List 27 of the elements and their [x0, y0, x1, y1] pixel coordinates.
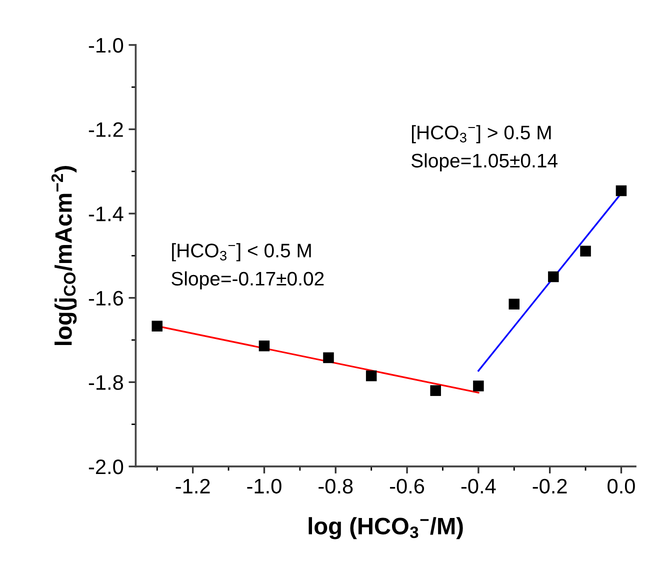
y-tick-label: -1.6	[88, 290, 123, 306]
annotation: [HCO$_{3}$$^{−}$] < 0.5 M Slope=-0.17±0.02	[172, 243, 324, 290]
y-axis-title: log(j$_{CO}$/mAcm$^{−2}$)	[51, 166, 77, 345]
x-tick-label: -0.6	[390, 478, 424, 494]
x-tick-label: 0.0	[608, 478, 635, 494]
y-tick-label: -1.4	[88, 206, 124, 222]
annotation: [HCO$_{3}$$^{−}$] > 0.5 M Slope=1.05±0.14	[411, 125, 558, 172]
x-tick-label: -1.2	[176, 478, 210, 494]
point	[430, 385, 441, 396]
y-tick-label: -1.8	[88, 375, 123, 390]
point	[152, 320, 163, 332]
point	[580, 246, 591, 256]
y-tick-label: -2.0	[88, 459, 124, 474]
point	[473, 380, 484, 392]
point	[366, 370, 377, 382]
point	[616, 185, 627, 196]
y-tick-label: -1.0	[88, 38, 124, 53]
x-tick-label: -0.8	[318, 478, 353, 494]
x-tick-label: -0.2	[532, 478, 567, 494]
point	[548, 271, 559, 282]
x-tick-label: -0.4	[461, 478, 496, 494]
x-tick-label: -1.0	[247, 478, 282, 494]
x-axis-title: log (HCO$_{3}$$^{−}$/M)	[308, 517, 463, 540]
y-tick-label: -1.2	[88, 122, 123, 137]
point	[323, 352, 334, 364]
point	[508, 298, 520, 310]
point	[258, 340, 270, 352]
